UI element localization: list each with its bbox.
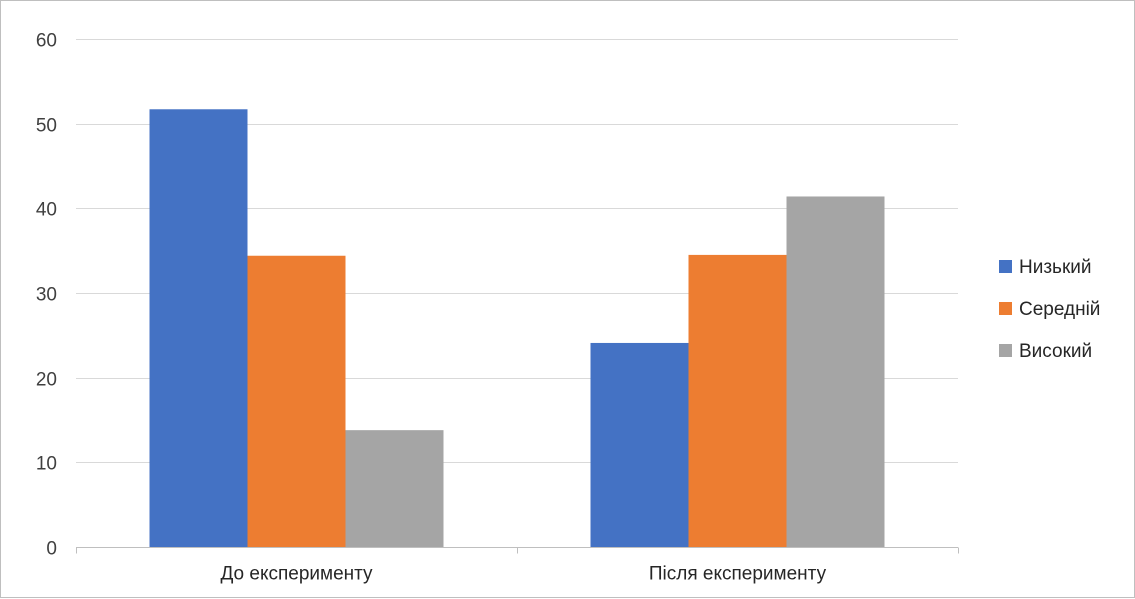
y-tick-label: 0 bbox=[46, 539, 57, 560]
y-tick-label: 30 bbox=[36, 285, 57, 306]
bar bbox=[786, 196, 885, 548]
axes: 0 10 20 30 40 50 60 До експерименту Після експер… bbox=[36, 31, 959, 585]
x-category-label: Після експерименту bbox=[649, 564, 827, 585]
legend-label: Високий bbox=[1019, 341, 1092, 362]
bar bbox=[590, 342, 689, 547]
bars bbox=[149, 109, 885, 548]
legend-label: Середній bbox=[1019, 299, 1100, 320]
legend-swatch bbox=[999, 260, 1012, 273]
legend: Низький Середній Високий bbox=[999, 257, 1100, 362]
legend-swatch bbox=[999, 302, 1012, 315]
y-tick-label: 40 bbox=[36, 200, 57, 221]
bar bbox=[688, 254, 787, 547]
bar bbox=[149, 109, 248, 548]
bar bbox=[247, 255, 346, 547]
bar bbox=[345, 430, 444, 547]
y-tick-label: 60 bbox=[36, 31, 57, 52]
legend-swatch bbox=[999, 344, 1012, 357]
x-category-label: До експерименту bbox=[220, 564, 373, 585]
y-tick-label: 20 bbox=[36, 370, 57, 391]
y-tick-label: 50 bbox=[36, 116, 57, 137]
y-tick-label: 10 bbox=[36, 454, 57, 475]
legend-label: Низький bbox=[1019, 257, 1091, 278]
